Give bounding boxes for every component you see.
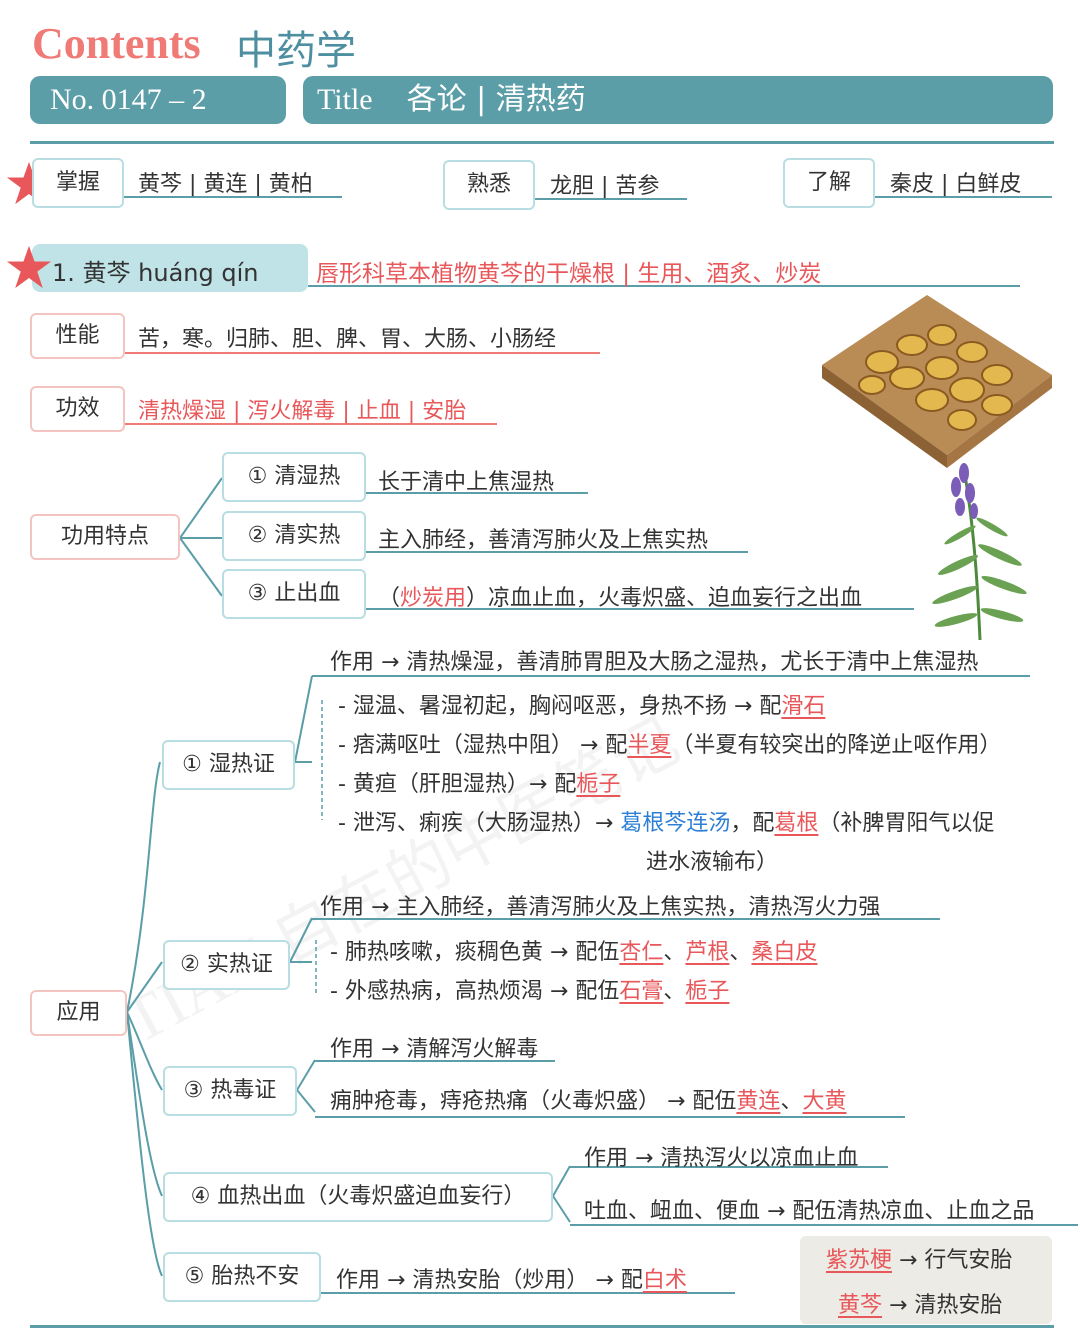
familiar-items: 龙胆 | 苦参 xyxy=(550,174,660,199)
app-4-rule-1: 吐血、衄血、便血 → 配伍清热凉血、止血之品 xyxy=(584,1199,1035,1224)
know-items: 秦皮 | 白鲜皮 xyxy=(890,172,1022,197)
app-2-effect: 作用 → 主入肺经，善清泻肺火及上焦实热，清热泻火力强 xyxy=(320,895,881,920)
app-2-rule-2: - 外感热病，高热烦渴 → 配伍石膏、栀子 xyxy=(330,979,730,1004)
properties-text: 苦，寒。归肺、胆、脾、胃、大肠、小肠经 xyxy=(138,327,557,352)
app-1-rule-1: - 湿温、暑湿初起，胸闷呕恶，身热不扬 → 配滑石 xyxy=(338,694,826,719)
app-1-rule-4: - 泄泻、痢疾（大肠湿热）→ 葛根芩连汤，配葛根（补脾胃阳气以促 xyxy=(338,811,995,836)
app-2-name: ② 实热证 xyxy=(163,940,290,990)
application-label: 应用 xyxy=(30,990,127,1036)
know-label: 了解 xyxy=(783,158,875,208)
top-divider xyxy=(30,141,1054,144)
feature-2-name: ② 清实热 xyxy=(222,511,366,561)
feature-3-desc: （炒炭用）凉血止血，火毒炽盛、迫血妄行之出血 xyxy=(378,586,863,611)
feature-2-desc: 主入肺经，善清泻肺火及上焦实热 xyxy=(378,528,709,553)
familiar-label: 熟悉 xyxy=(443,160,535,210)
star-icon xyxy=(6,161,52,205)
title-bar: Title 各论 | 清热药 xyxy=(303,76,1053,124)
contents-title: Contents xyxy=(32,19,201,68)
note-number-bar: No. 0147 – 2 xyxy=(30,76,286,124)
app-3-rule-1: 痈肿疮毒，痔疮热痛（火毒炽盛） → 配伍黄连、大黄 xyxy=(330,1089,847,1114)
app-2-rule-1: - 肺热咳嗽，痰稠色黄 → 配伍杏仁、芦根、桑白皮 xyxy=(330,940,818,965)
properties-label: 性能 xyxy=(30,313,125,359)
herb-source: 唇形科草本植物黄芩的干燥根 | 生用、酒炙、炒炭 xyxy=(316,261,822,287)
herb-slices-image xyxy=(822,295,1052,468)
note-box xyxy=(800,1236,1052,1324)
herb-header-box xyxy=(32,244,308,292)
herb-plant-image xyxy=(932,463,1027,640)
app-5-name: ⑤ 胎热不安 xyxy=(163,1252,321,1302)
subject-title: 中药学 xyxy=(236,28,356,74)
star-icon xyxy=(6,245,52,289)
bottom-divider xyxy=(30,1325,1054,1328)
feature-1-desc: 长于清中上焦湿热 xyxy=(378,470,555,495)
herb-heading: 1. 黄芩 huáng qín xyxy=(52,259,259,287)
title-label: Title xyxy=(317,83,373,116)
app-4-name: ④ 血热出血（火毒炽盛迫血妄行） xyxy=(163,1172,553,1222)
effects-label: 功效 xyxy=(30,386,125,432)
app-4-effect: 作用 → 清热泻火以凉血止血 xyxy=(584,1146,859,1171)
note-line-1: 紫苏梗 → 行气安胎 xyxy=(826,1248,1013,1273)
app-5-rule-1: 作用 → 清热安胎（炒用） → 配白术 xyxy=(336,1268,687,1293)
feature-3-name: ③ 止出血 xyxy=(222,569,366,619)
title-text: 各论 | 清热药 xyxy=(406,82,586,117)
app-1-effect: 作用 → 清热燥湿，善清肺胃胆及大肠之湿热，尤长于清中上焦湿热 xyxy=(330,650,979,675)
app-1-rule-3: - 黄疸（肝胆湿热）→ 配栀子 xyxy=(338,772,621,797)
app-3-name: ③ 热毒证 xyxy=(163,1066,297,1116)
app-1-rule-2: - 痞满呕吐（湿热中阻） → 配半夏（半夏有较突出的降逆止呕作用） xyxy=(338,733,1002,758)
effects-text: 清热燥湿 | 泻火解毒 | 止血 | 安胎 xyxy=(138,399,467,424)
master-label: 掌握 xyxy=(32,158,124,208)
master-items: 黄芩 | 黄连 | 黄柏 xyxy=(138,172,313,197)
feature-1-name: ① 清湿热 xyxy=(222,452,366,502)
app-3-effect: 作用 → 清解泻火解毒 xyxy=(330,1037,539,1062)
note-number: No. 0147 – 2 xyxy=(50,83,207,116)
app-1-rule-4-cont: 进水液输布） xyxy=(646,850,779,875)
features-label: 功用特点 xyxy=(30,514,180,560)
app-1-name: ① 湿热证 xyxy=(162,740,295,790)
note-line-2: 黄芩 → 清热安胎 xyxy=(838,1293,1003,1318)
